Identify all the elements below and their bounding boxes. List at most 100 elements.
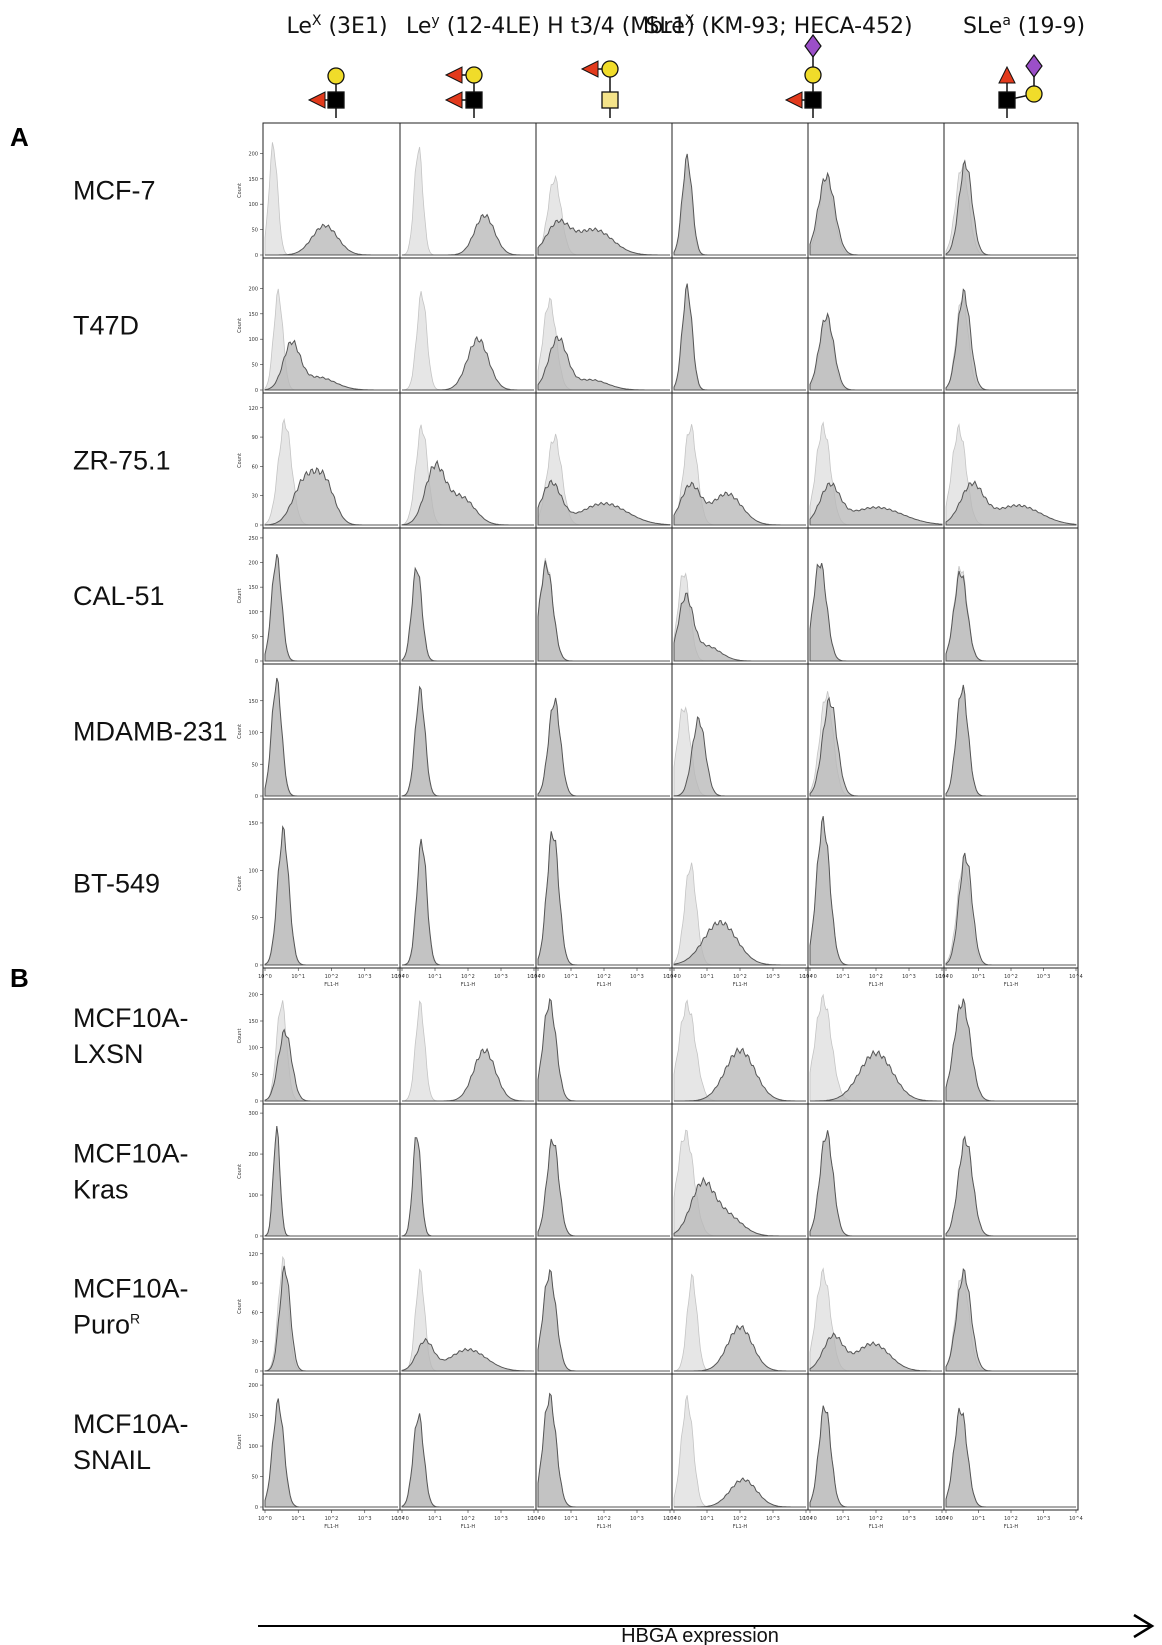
galactose-circle-icon (327, 67, 345, 85)
y-tick-label: 150 (248, 1019, 258, 1025)
cell-line-label-line: BT-549 (73, 869, 160, 899)
histogram-cell (671, 967, 809, 1105)
histogram-cell (671, 663, 809, 800)
cell-line-label-line: LXSN (73, 1039, 144, 1069)
histogram-cell (807, 1238, 945, 1375)
column-header-rest: (19-9) (1011, 14, 1085, 39)
cell-line-label-line: MCF-7 (73, 176, 156, 206)
histogram-cell (262, 122, 401, 259)
x-tick-label: 10^2 (597, 974, 611, 980)
antibody-histogram (401, 566, 534, 662)
y-axis-label: Count (237, 589, 243, 604)
y-tick-label: 150 (248, 699, 258, 705)
y-tick-label: 200 (248, 561, 258, 567)
histogram-cell (671, 392, 809, 529)
antibody-histogram (809, 562, 942, 662)
x-tick-label: 10^4 (935, 1516, 949, 1522)
histogram-cell (807, 257, 945, 394)
y-tick-label: 50 (252, 228, 258, 234)
histogram-cell (535, 527, 673, 665)
antibody-histogram (945, 480, 1077, 526)
fucose-triangle-icon (307, 91, 326, 109)
column-header-3: H t3/4 (Mbr1) (547, 14, 695, 39)
y-tick-label: 0 (255, 253, 258, 259)
antibody-histogram (537, 479, 671, 526)
x-tick-label: 10^3 (494, 974, 508, 980)
isotype-histogram (264, 1126, 398, 1237)
x-tick-label: 10^0 (395, 974, 409, 980)
antibody-histogram (537, 997, 670, 1102)
histogram-cell (399, 527, 537, 665)
x-tick-label: 10^0 (531, 1516, 545, 1522)
x-tick-label: 10^2 (1004, 1516, 1018, 1522)
x-tick-label: 10^4 (663, 974, 677, 980)
histogram-cell (943, 1103, 1079, 1240)
y-tick-label: 200 (248, 1383, 258, 1389)
histogram-cell (535, 257, 673, 394)
fucose-triangle-icon (444, 66, 463, 84)
histogram-cell: 10^0 10^1 10^2 10^3 10^4 FL1-H (395, 798, 541, 988)
histogram-cell (671, 257, 809, 394)
antibody-histogram (402, 1047, 534, 1102)
antibody-histogram (401, 1137, 534, 1237)
x-tick-label: 10^0 (667, 1516, 681, 1522)
antibody-histogram (809, 171, 942, 256)
x-tick-label: 10^2 (461, 974, 475, 980)
y-tick-label: 60 (252, 1310, 258, 1316)
histogram-cell: 10^0 10^1 10^2 10^3 10^4 FL1-H (803, 798, 949, 988)
x-tick-label: 10^3 (902, 974, 916, 980)
histogram-grid: 0 50 100 150 200 Count 0 50 100 150 200 Count 0 30 60 9… (237, 122, 1083, 1530)
cell-line-label-line: MCF10A- (73, 1139, 189, 1169)
glcnac-square-icon (998, 91, 1016, 109)
x-axis-label: FL1-H (597, 982, 612, 988)
x-tick-label: 10^4 (391, 974, 405, 980)
antibody-histogram (264, 1028, 398, 1102)
x-tick-label: 10^0 (395, 1516, 409, 1522)
x-tick-label: 10^4 (663, 1516, 677, 1522)
antibody-histogram (537, 1392, 670, 1508)
y-tick-label: 120 (248, 1252, 258, 1258)
antibody-histogram (401, 838, 534, 966)
column-header-base: SLe (645, 14, 684, 39)
x-tick-label: 10^1 (428, 974, 442, 980)
histogram-cell (399, 1238, 537, 1375)
x-tick-label: 10^2 (325, 1516, 339, 1522)
cell-line-label-line: MDAMB-231 (73, 717, 228, 747)
antibody-histogram (401, 1413, 534, 1508)
fucose-triangle-icon (784, 91, 803, 109)
cell-line-label: BT-549 (73, 869, 160, 899)
antibody-histogram (674, 1324, 806, 1372)
antibody-histogram (265, 223, 398, 256)
y-tick-label: 30 (252, 1340, 258, 1346)
galactose-circle-icon (804, 66, 822, 84)
cell-line-label-line: ZR-75.1 (73, 446, 171, 476)
y-tick-label: 0 (255, 1099, 258, 1105)
histogram-cell (671, 527, 809, 665)
column-header-sup: X (685, 13, 695, 29)
y-tick-label: 0 (255, 1369, 258, 1375)
isotype-histogram (401, 146, 534, 256)
hbga-axis: HBGA expression (258, 1613, 1155, 1645)
y-tick-label: 30 (252, 494, 258, 500)
cell-line-label-line: Kras (73, 1175, 129, 1205)
x-tick-label: 10^3 (766, 1516, 780, 1522)
histogram-cell (399, 122, 537, 259)
antibody-histogram (945, 159, 1076, 256)
antibody-histogram (945, 998, 1076, 1102)
antibody-histogram (809, 482, 943, 526)
y-tick-label: 100 (248, 202, 258, 208)
y-tick-label: 0 (255, 659, 258, 665)
y-tick-label: 100 (248, 337, 258, 343)
antibody-histogram (673, 153, 806, 256)
column-headers: LeX (3E1) Ley (12-4LE) H t3/4 (Mbr1)SLeX (… (286, 13, 1085, 39)
histogram-cell (807, 967, 945, 1105)
histogram-cell: 10^0 10^1 10^2 10^3 10^4 FL1-H (803, 1373, 949, 1530)
antibody-histogram (402, 213, 534, 256)
y-tick-label: 0 (255, 1505, 258, 1511)
x-tick-label: 10^4 (391, 1516, 405, 1522)
x-tick-label: 10^2 (869, 974, 883, 980)
antibody-histogram (809, 1405, 942, 1508)
x-tick-label: 10^1 (291, 1516, 305, 1522)
y-tick-label: 0 (255, 963, 258, 969)
cell-line-label-line: MCF10A- (73, 1409, 189, 1439)
